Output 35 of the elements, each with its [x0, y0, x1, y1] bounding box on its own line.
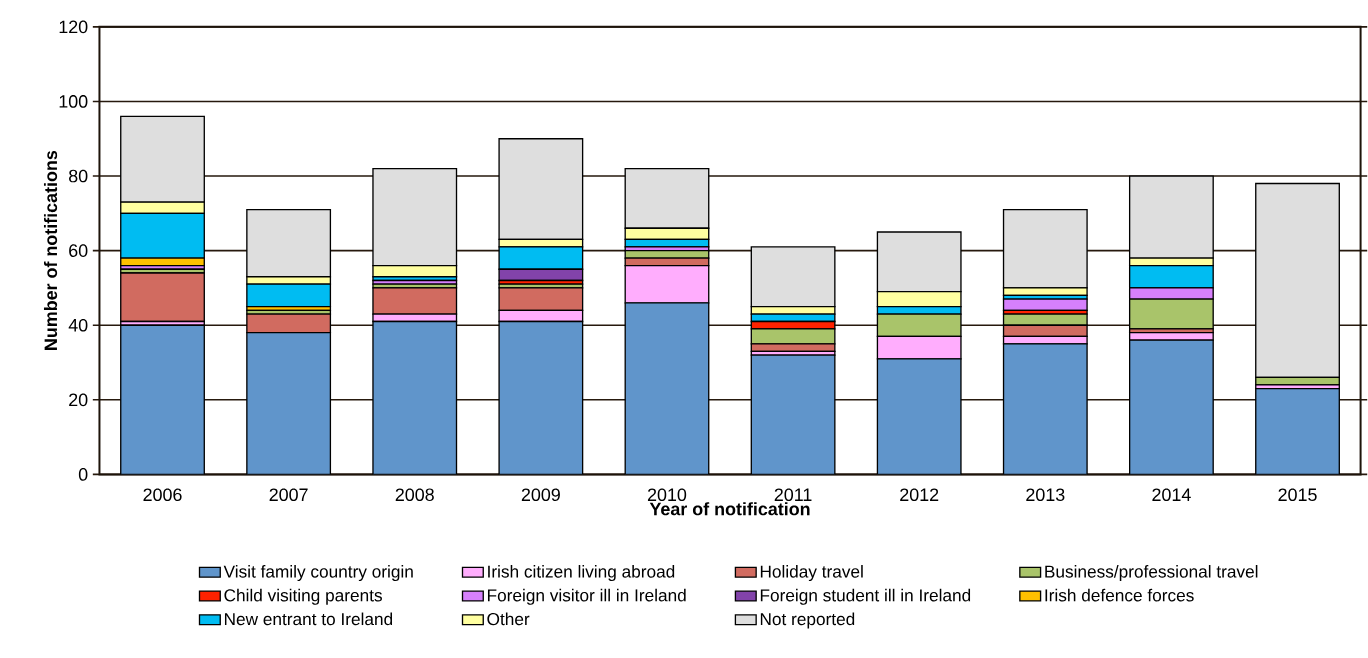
legend-label: Foreign visitor ill in Ireland [487, 588, 686, 605]
bar [120, 324, 205, 475]
x-tick-label: 2013 [1026, 488, 1065, 501]
legend-label: Visit family country origin [223, 564, 413, 581]
bar [750, 354, 836, 475]
x-axis-title: Year of notification [649, 502, 810, 516]
y-tick-label: 80 [69, 169, 88, 183]
x-tick-label: 2006 [143, 488, 182, 501]
x-tick-label: 2014 [1152, 488, 1191, 501]
x-tick-label: 2010 [647, 488, 687, 501]
x-tick-label: 2007 [269, 488, 308, 501]
legend-label: Business/professional travel [1045, 564, 1258, 581]
y-tick-label: 20 [69, 393, 88, 406]
legend-label: Foreign student ill in Ireland [760, 588, 971, 605]
x-tick-label: 2015 [1278, 488, 1317, 501]
x-tick-label: 2009 [521, 488, 560, 501]
legend-label: Irish defence forces [1045, 588, 1194, 602]
legend-label: Holiday travel [760, 564, 863, 581]
y-tick-label: 40 [68, 318, 88, 332]
x-tick-label: 2008 [395, 488, 434, 501]
x-tick-label: 2011 [774, 488, 812, 501]
legend-label: New entrant to Ireland [224, 612, 393, 625]
legend-label: Not reported [760, 612, 855, 629]
legend-label: Irish citizen living abroad [488, 564, 675, 581]
y-tick-label: 120 [59, 20, 88, 33]
y-tick-label: 60 [69, 244, 88, 257]
legend-label: Other [487, 612, 530, 625]
y-axis-title: Number of notifications [43, 150, 58, 350]
y-tick-label: 100 [59, 94, 88, 108]
legend-label: Child visiting parents [224, 588, 382, 605]
bar [1255, 387, 1340, 475]
x-tick-label: 2012 [900, 488, 939, 501]
bar [120, 272, 205, 322]
bar [1002, 298, 1088, 311]
y-tick-label: 0 [78, 467, 88, 481]
